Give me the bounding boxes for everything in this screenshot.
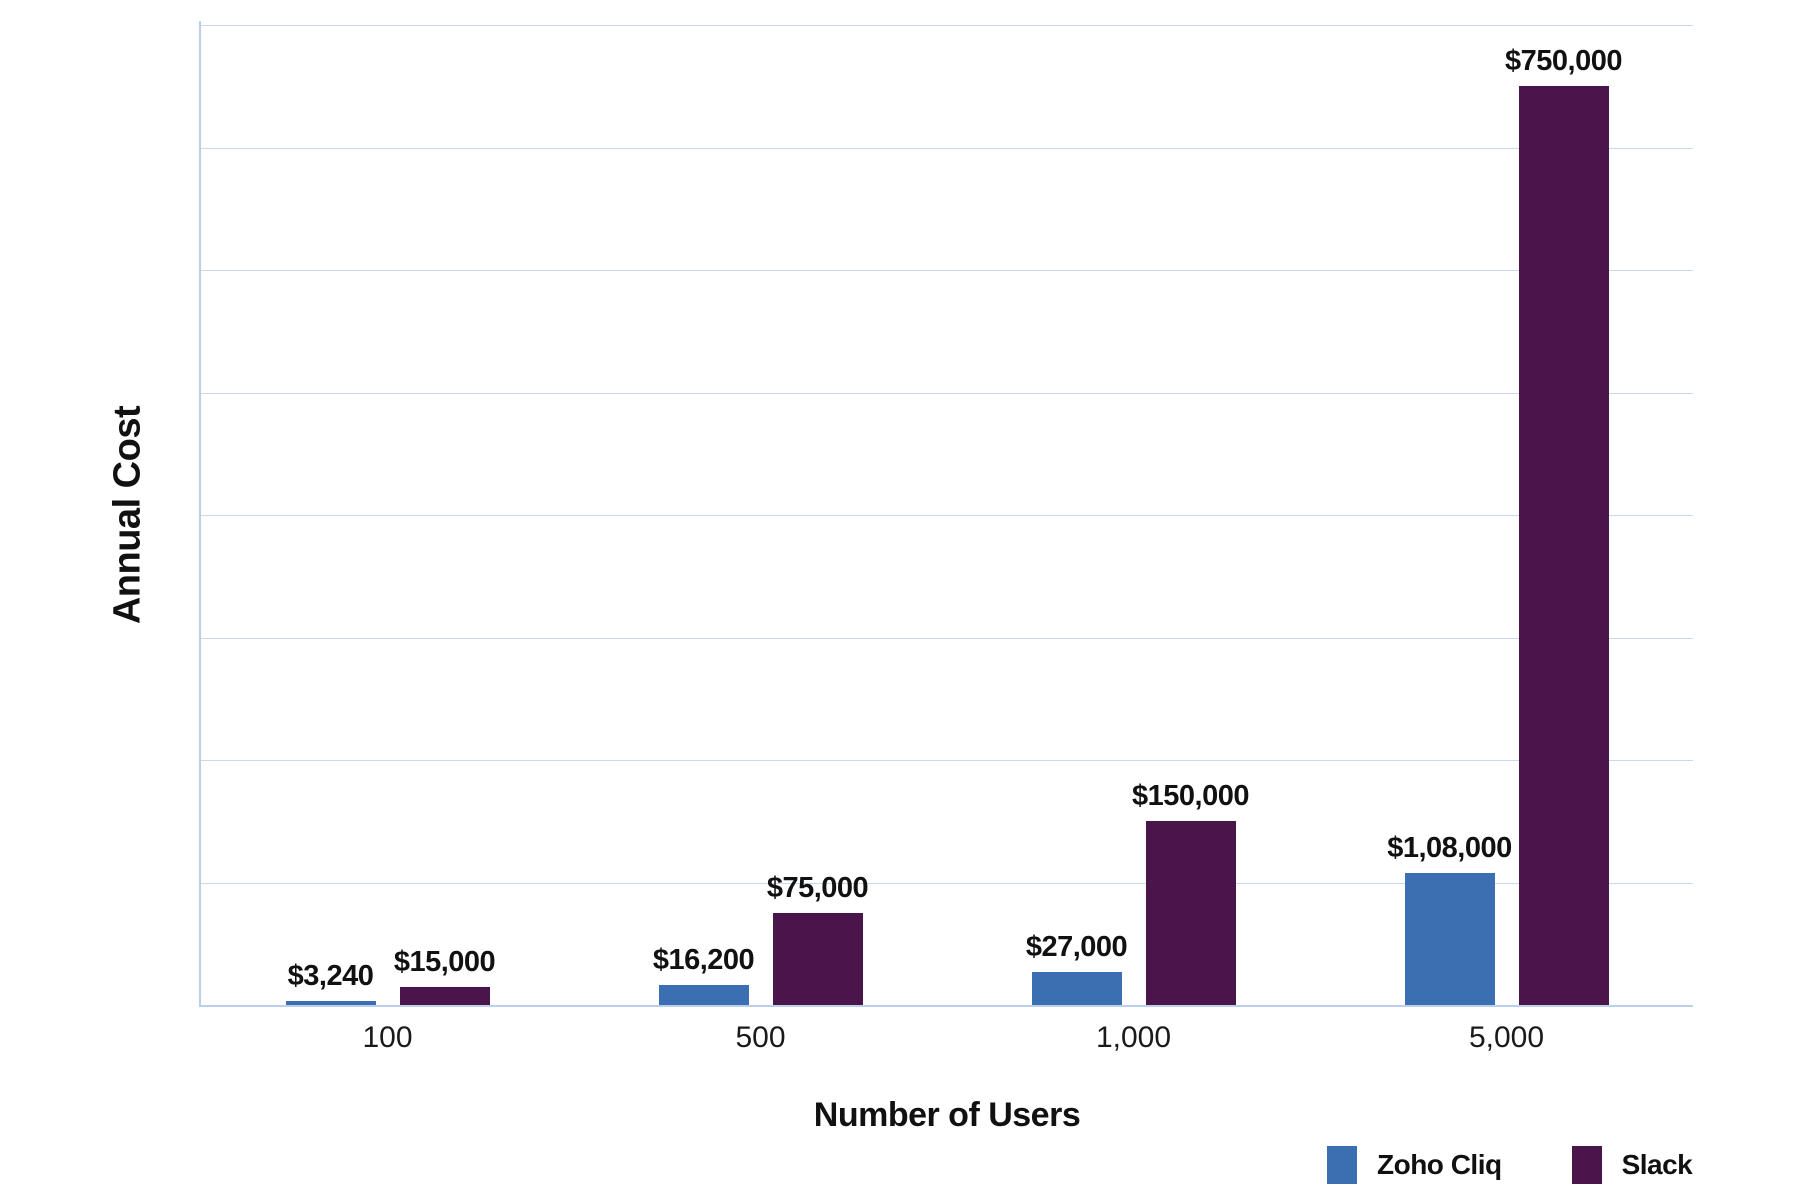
x-axis-line	[199, 1005, 1693, 1007]
legend-swatch-zoho-cliq	[1327, 1146, 1357, 1184]
gridline-400000	[201, 515, 1693, 516]
bar-value-label: $27,000	[1025, 930, 1128, 963]
x-tick-5000: 5,000	[1468, 1021, 1545, 1054]
legend-item-zoho-cliq: Zoho Cliq	[1327, 1146, 1502, 1184]
bar-value-label: $750,000	[1505, 45, 1622, 78]
legend: Zoho Cliq Slack	[1327, 1146, 1693, 1184]
x-tick-1000: 1,000	[1095, 1021, 1172, 1054]
bar-value-label: $150,000	[1132, 780, 1249, 813]
gridline-200000	[201, 760, 1693, 761]
bar-slack-100	[399, 986, 490, 1005]
y-axis-line	[199, 21, 201, 1005]
bar-zoho-cliq-500	[658, 985, 749, 1005]
plot-area: $3,240 $16,200 $27,000 $1,08,000 $15,000 $75,…	[199, 21, 1693, 1007]
bar-slack-500	[772, 913, 863, 1005]
x-tick-100: 100	[362, 1021, 413, 1054]
gridline-100000	[201, 882, 1693, 884]
y-axis-title: Annual Cost	[106, 405, 149, 625]
legend-swatch-slack	[1571, 1146, 1602, 1184]
bar-value-label: $75,000	[766, 872, 869, 905]
bar-value-label: $1,08,000	[1387, 831, 1512, 864]
bar-zoho-cliq-100	[285, 1001, 376, 1005]
legend-label: Zoho Cliq	[1377, 1149, 1502, 1180]
bar-value-label: $16,200	[652, 944, 755, 977]
legend-item-slack: Slack	[1571, 1146, 1693, 1184]
gridline-500000	[201, 392, 1693, 394]
bar-value-label: $3,240	[287, 960, 374, 993]
x-tick-500: 500	[735, 1021, 786, 1054]
legend-label: Slack	[1621, 1149, 1693, 1180]
gridline-800000	[201, 25, 1693, 26]
bar-zoho-cliq-5000	[1404, 872, 1495, 1005]
bar-zoho-cliq-1000	[1031, 971, 1122, 1005]
bar-slack-5000	[1518, 86, 1609, 1005]
gridline-700000	[201, 147, 1693, 149]
gridline-600000	[201, 270, 1693, 271]
bar-value-label: $15,000	[393, 945, 496, 978]
x-axis-title: Number of Users	[813, 1096, 1081, 1134]
gridline-300000	[201, 637, 1693, 639]
bar-slack-1000	[1145, 821, 1236, 1005]
